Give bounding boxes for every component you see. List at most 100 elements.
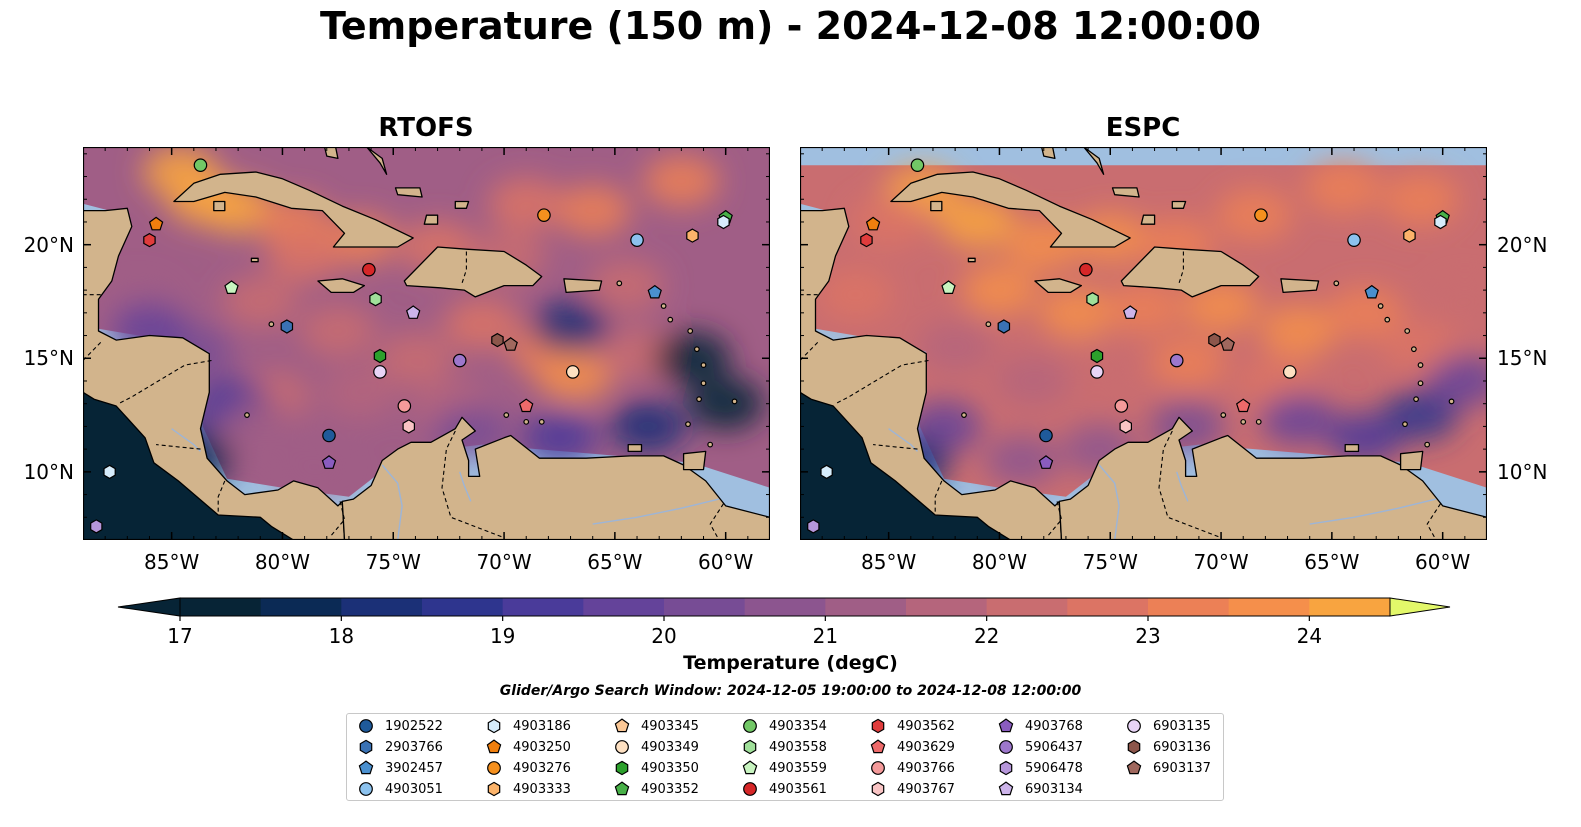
colorbar-bin [825, 598, 907, 616]
panel-title-rtofs: RTOFS [378, 113, 474, 143]
legend-marker [359, 719, 373, 733]
temperature-patch [488, 177, 565, 230]
temperature-anomalies [100, 147, 764, 494]
colorbar-extend-high [1389, 597, 1451, 617]
country-border [441, 430, 505, 539]
small-island [693, 346, 700, 353]
x-tick-label: 75°W [1082, 550, 1138, 574]
land-bahamas4 [1140, 214, 1156, 225]
small-island [523, 418, 530, 425]
land-jamaica [317, 278, 366, 294]
land-turks [1171, 200, 1187, 209]
station-marker [397, 399, 412, 413]
y-tick-label: 20°N [23, 232, 74, 257]
legend-marker [615, 760, 629, 776]
station-marker [630, 233, 644, 247]
river [1176, 471, 1189, 502]
land-caymans [250, 257, 259, 263]
station-marker [452, 353, 467, 368]
country-border [1158, 430, 1222, 539]
y-tick-label: 20°N [1497, 232, 1548, 257]
colorbar-bin [502, 598, 584, 616]
colorbar-tick-label: 19 [490, 624, 515, 648]
small-island [700, 362, 707, 368]
map-layers-espc [800, 147, 1487, 540]
colorbar-bin [906, 598, 988, 616]
colorbar-tick-label: 17 [167, 624, 192, 648]
legend-label: 5906437 [1025, 739, 1083, 755]
colorbar-tick-label: 22 [974, 624, 999, 648]
river [1098, 464, 1120, 540]
legend-item: 5906478 [997, 758, 1083, 778]
circle-marker-icon [743, 719, 757, 733]
legend-label: 2903766 [385, 739, 443, 755]
land-hispaniola [1120, 246, 1260, 298]
colorbar-bin [260, 598, 342, 616]
small-island [1220, 412, 1227, 418]
country-border [709, 503, 724, 540]
station-marker [941, 280, 956, 294]
land-hispaniola [403, 246, 543, 298]
small-island [1417, 362, 1424, 368]
temperature-patch [521, 411, 598, 464]
legend-item: 6903137 [1125, 758, 1211, 778]
colorbar-bin [986, 598, 1068, 616]
y-tick-label: 10°N [23, 459, 74, 484]
hexagon-marker-icon [487, 781, 501, 797]
station-marker [860, 232, 873, 248]
temperature-patch [299, 305, 376, 358]
colorbar-bin [422, 598, 504, 616]
temperature-patch [1260, 393, 1337, 446]
station-marker [1347, 233, 1361, 247]
small-island [985, 321, 992, 328]
colorbar-bin [744, 598, 826, 616]
legend-label: 4903250 [513, 739, 571, 755]
hexagon-marker-icon [487, 718, 501, 734]
station-marker [491, 332, 504, 348]
station-marker [1086, 292, 1099, 307]
land-puertorico [1280, 278, 1320, 294]
small-island [1384, 316, 1391, 323]
temperature-patch [322, 366, 399, 419]
legend-item: 4903186 [485, 716, 571, 736]
small-island [1333, 280, 1340, 287]
legend-marker [358, 760, 374, 775]
colorbar-label: Temperature (degC) [683, 652, 898, 674]
station-marker [90, 519, 103, 534]
legend-label: 4903345 [641, 718, 699, 734]
temperature-patch [643, 155, 720, 208]
temperature-patch [1260, 305, 1337, 358]
station-marker [1235, 398, 1251, 413]
circle-marker-icon [743, 782, 757, 796]
legend-label: 3902457 [385, 760, 443, 776]
legend-label: 4903051 [385, 781, 443, 797]
legend-item: 4903276 [485, 758, 571, 778]
country-border [800, 342, 819, 361]
land-southam [341, 416, 770, 540]
x-tick-label: 80°W [971, 550, 1028, 574]
station-marker [820, 464, 833, 480]
legend-label: 4903559 [769, 760, 827, 776]
station-marker [148, 216, 164, 231]
station-marker [1403, 228, 1416, 243]
legend-item: 4903349 [613, 737, 699, 757]
map-canvas-rtofs [82, 146, 771, 541]
pentagon-marker-icon [870, 739, 886, 754]
small-island [707, 441, 714, 448]
land-bahamas3 [394, 187, 423, 198]
circle-marker-icon [359, 782, 373, 796]
station-marker [518, 398, 534, 413]
hexagon-marker-icon [999, 760, 1013, 776]
land-cuba [890, 171, 1131, 248]
land-masses [800, 147, 1487, 540]
country-border [835, 359, 929, 405]
legend-item: 4903354 [741, 716, 827, 736]
map-panel-rtofs [82, 146, 771, 541]
map-frame [82, 146, 771, 541]
small-island [685, 421, 691, 428]
legend-item: 4903766 [869, 758, 955, 778]
station-marker [373, 365, 387, 379]
legend-marker [614, 718, 630, 733]
legend-item: 4903051 [357, 779, 443, 799]
temperature-patch [939, 195, 1016, 248]
